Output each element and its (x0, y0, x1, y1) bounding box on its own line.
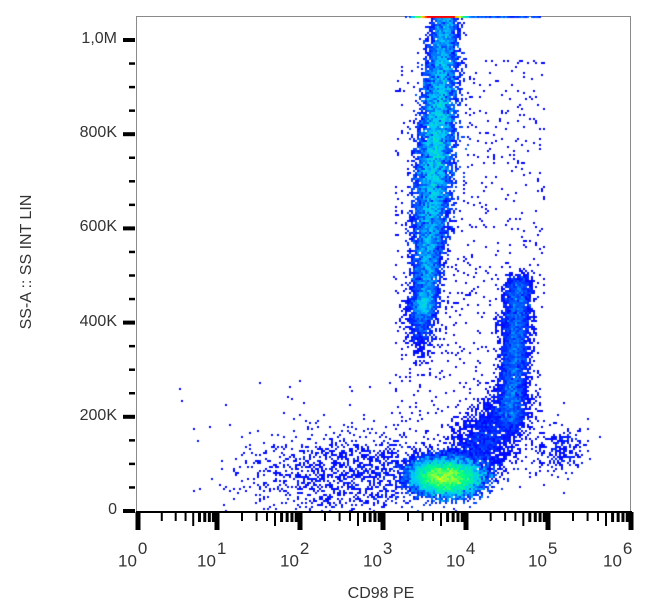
x-tick-label: 100 (118, 539, 148, 571)
y-tick-label: 1,0M (81, 30, 117, 47)
x-tick-label: 101 (197, 539, 227, 571)
x-tick-label: 106 (603, 539, 633, 571)
y-tick-label: 600K (79, 218, 117, 236)
y-tick-label: 400K (79, 312, 117, 330)
y-tick-label: 200K (79, 406, 117, 424)
x-tick-label: 102 (280, 539, 310, 571)
x-tick-label: 104 (446, 539, 476, 571)
y-axis-title: SS-A :: SS INT LIN (18, 194, 35, 330)
y-tick-label: 0 (108, 501, 117, 518)
density-scatter-plot (137, 16, 631, 511)
x-tick-label: 103 (363, 539, 393, 571)
x-tick-label: 105 (528, 539, 558, 571)
x-axis-title: CD98 PE (347, 585, 415, 602)
y-tick-label: 800K (79, 124, 117, 142)
